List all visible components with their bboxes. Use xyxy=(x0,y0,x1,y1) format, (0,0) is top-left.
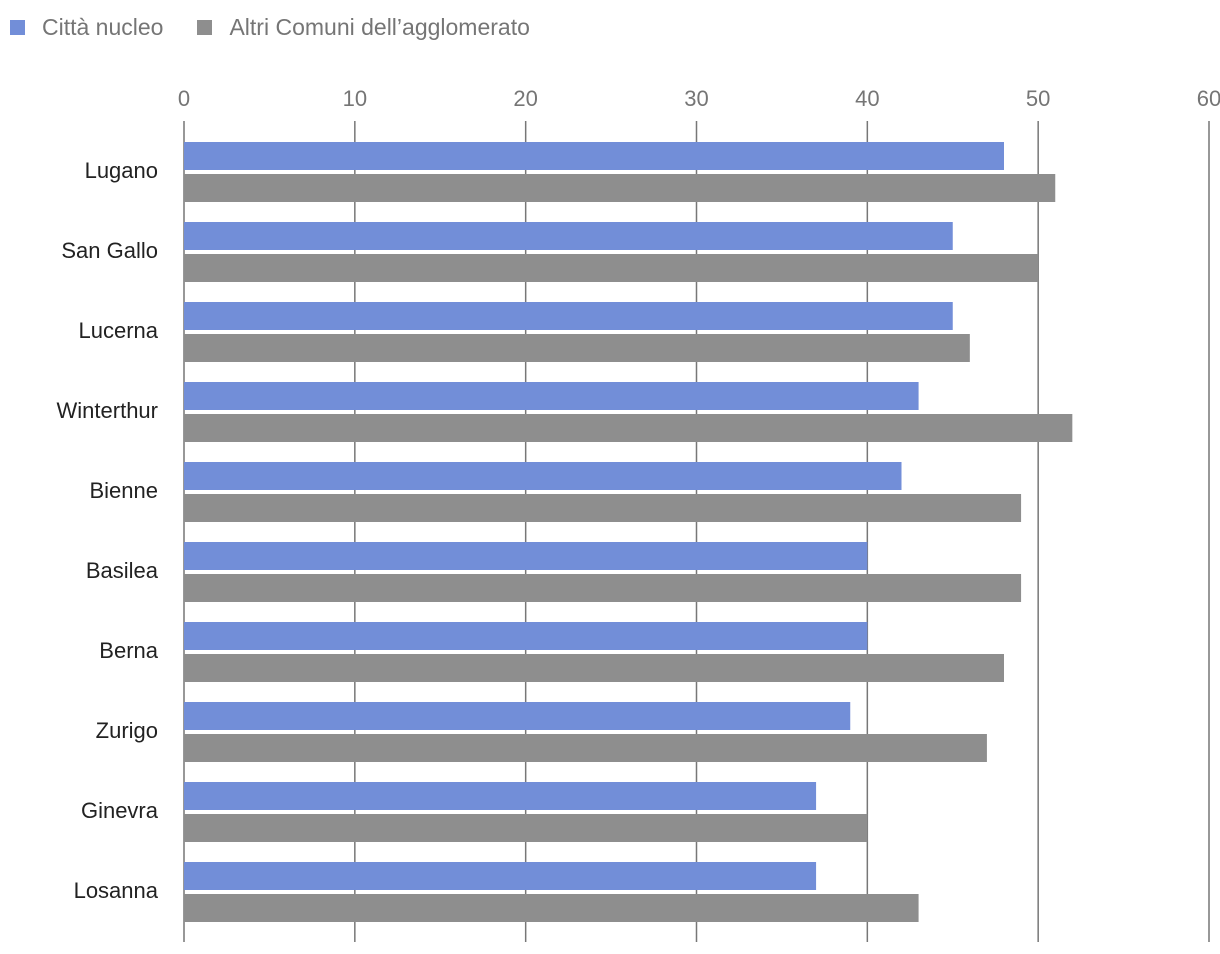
legend-label-altri-comuni: Altri Comuni dell’agglomerato xyxy=(229,13,530,40)
bar-berna-altri-comuni-dell-agglomerato[interactable] xyxy=(184,654,1004,682)
category-label-bienne: Bienne xyxy=(89,478,158,503)
legend-swatch-citta-nucleo xyxy=(10,19,25,35)
legend-swatch-altri-comuni xyxy=(197,19,213,35)
category-label-san-gallo: San Gallo xyxy=(61,238,158,263)
legend: Città nucleo Altri Comuni dell’agglomera… xyxy=(10,12,564,42)
x-tick-label-50: 50 xyxy=(1026,86,1050,111)
category-label-berna: Berna xyxy=(99,638,158,663)
legend-item-altri-comuni[interactable]: Altri Comuni dell’agglomerato xyxy=(197,13,530,41)
category-label-zurigo: Zurigo xyxy=(96,718,158,743)
x-tick-label-0: 0 xyxy=(178,86,190,111)
bar-lucerna-citta-nucleo[interactable] xyxy=(184,302,953,330)
bar-basilea-altri-comuni-dell-agglomerato[interactable] xyxy=(184,574,1022,602)
bar-winterthur-citta-nucleo[interactable] xyxy=(184,382,919,410)
category-label-losanna: Losanna xyxy=(74,878,159,903)
bar-lugano-altri-comuni-dell-agglomerato[interactable] xyxy=(184,174,1056,202)
bar-san-gallo-altri-comuni-dell-agglomerato[interactable] xyxy=(184,254,1039,282)
bar-lucerna-altri-comuni-dell-agglomerato[interactable] xyxy=(184,334,970,362)
bar-bienne-altri-comuni-dell-agglomerato[interactable] xyxy=(184,494,1022,522)
legend-item-citta-nucleo[interactable]: Città nucleo xyxy=(10,14,163,41)
bar-berna-citta-nucleo[interactable] xyxy=(184,622,868,650)
bar-losanna-citta-nucleo[interactable] xyxy=(184,862,817,890)
category-label-lucerna: Lucerna xyxy=(78,318,158,343)
category-label-winterthur: Winterthur xyxy=(57,398,158,423)
bar-ginevra-citta-nucleo[interactable] xyxy=(184,782,817,810)
legend-label-citta-nucleo: Città nucleo xyxy=(42,13,164,40)
bar-zurigo-altri-comuni-dell-agglomerato[interactable] xyxy=(184,734,987,762)
bar-san-gallo-citta-nucleo[interactable] xyxy=(184,222,953,250)
x-axis-ticks: 0 10 20 30 40 50 60 xyxy=(178,86,1220,111)
bar-zurigo-citta-nucleo[interactable] xyxy=(184,702,851,730)
bar-ginevra-altri-comuni-dell-agglomerato[interactable] xyxy=(184,814,868,842)
category-label-lugano: Lugano xyxy=(85,158,158,183)
bar-losanna-altri-comuni-dell-agglomerato[interactable] xyxy=(184,894,919,922)
x-tick-label-10: 10 xyxy=(343,86,367,111)
bar-basilea-citta-nucleo[interactable] xyxy=(184,542,868,570)
y-axis-categories: Lugano San Gallo Lucerna Winterthur Bienne Ba… xyxy=(57,158,159,903)
category-label-ginevra: Ginevra xyxy=(81,798,159,823)
bar-bienne-citta-nucleo[interactable] xyxy=(184,462,902,490)
x-tick-label-60: 60 xyxy=(1197,86,1220,111)
category-label-basilea: Basilea xyxy=(86,558,159,583)
bar-lugano-citta-nucleo[interactable] xyxy=(184,142,1004,170)
x-tick-label-20: 20 xyxy=(513,86,537,111)
bars xyxy=(184,142,1073,922)
x-tick-label-40: 40 xyxy=(855,86,879,111)
bar-winterthur-altri-comuni-dell-agglomerato[interactable] xyxy=(184,414,1073,442)
x-tick-label-30: 30 xyxy=(684,86,708,111)
